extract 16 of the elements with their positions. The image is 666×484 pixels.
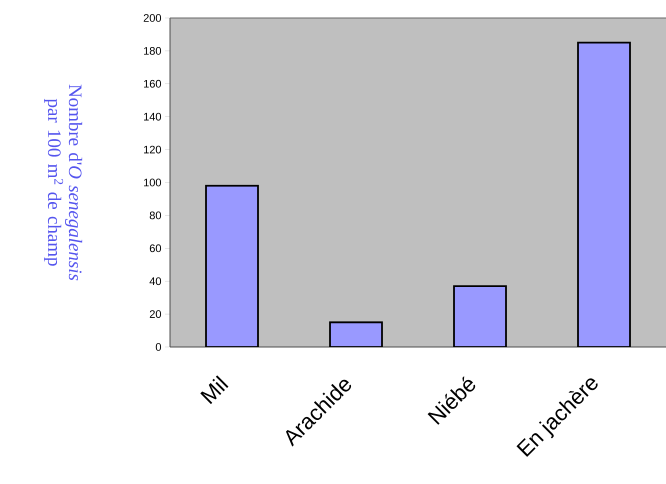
x-tick-label: Mil <box>200 375 228 404</box>
bar <box>577 42 631 347</box>
y-tick-label: 120 <box>144 146 162 154</box>
y-tick-label: 100 <box>144 178 162 186</box>
bar <box>329 321 383 347</box>
y-tick-label: 0 <box>156 343 162 351</box>
bar <box>205 184 259 347</box>
y-tick-label: 20 <box>150 310 162 318</box>
y-tick-label: 160 <box>144 80 162 88</box>
y-tick-label: 180 <box>144 47 162 55</box>
y-tick-label: 200 <box>144 14 162 22</box>
y-tick-label: 80 <box>150 212 162 220</box>
bar <box>453 285 507 347</box>
y-tick-label: 140 <box>144 112 162 121</box>
y-tick-label: 60 <box>150 244 162 252</box>
y-tick-label: 40 <box>150 277 162 286</box>
